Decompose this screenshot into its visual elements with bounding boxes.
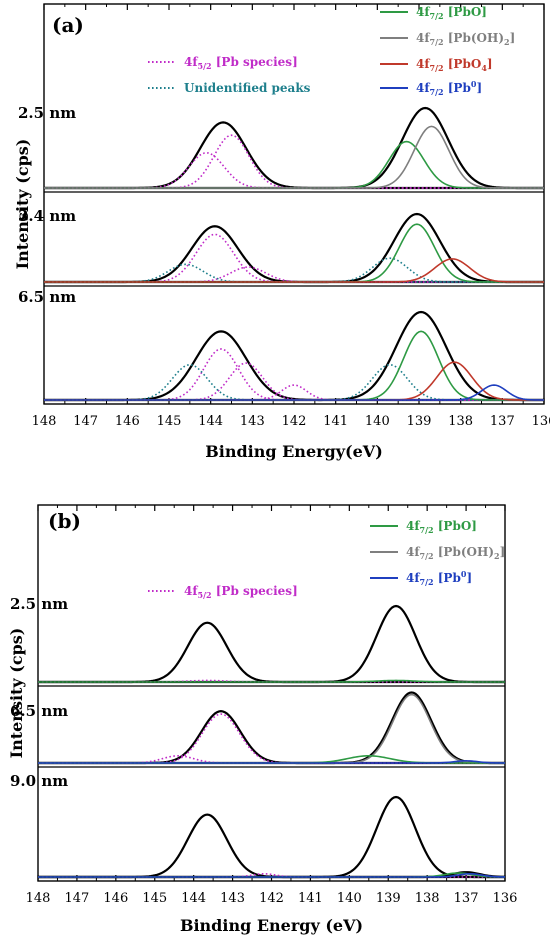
spectrum-label: 6.5 nm [10,702,68,720]
legend-label: 4f7/2 [PbO] [416,5,487,21]
spectrum-label: 2.5 nm [18,104,76,122]
x-tick-label: 145 [157,414,182,429]
peak-envelope [44,330,544,402]
legend-label: 4f7/2 [Pb(OH)2] [416,31,515,47]
x-tick-label: 142 [259,891,284,906]
legend-entry: 4f5/2 [Pb species] [148,55,298,71]
x-tick-label: 137 [454,891,479,906]
spectrum-2.5-nm: 2.5 nm [10,595,505,684]
peak-envelope [44,121,544,190]
peak-unidentified-peaks [44,363,544,401]
legend-entry: 4f7/2 [PbO] [370,519,477,535]
panel-0: 148 147 146 145 144 143 142 141 140 139 138 137 136 B… [13,3,550,461]
legend-label: 4f7/2 [PbO] [406,519,477,535]
legend-entry: 4f7/2 [PbO] [380,5,487,21]
peak-envelope [44,106,544,190]
peak-4f7-2-pbo4 [44,361,544,401]
x-tick-label: 137 [490,414,515,429]
x-tick-label: 136 [493,891,518,906]
x-axis-label: Binding Energy(eV) [205,442,383,461]
peak-envelope [44,212,544,284]
peak-envelope [38,795,505,879]
x-tick-label: 143 [220,891,245,906]
peak-4f5-2-pb-species [38,713,505,764]
peak-4f5-2-pb-species [44,266,544,283]
panel-label: (b) [48,509,81,533]
x-tick-label: 141 [298,891,323,906]
y-axis-label: Intensity (cps) [7,628,26,759]
legend-entry: 4f5/2 [Pb species] [148,584,298,600]
legend-label: 4f5/2 [Pb species] [184,55,298,71]
x-tick-label: 147 [65,891,90,906]
peak-envelope [44,225,544,284]
spectrum-3.4-nm: 3.4 nm [18,207,544,284]
panel-label: (a) [52,13,84,37]
x-tick-label: 147 [73,414,98,429]
legend-entry: 4f7/2 [PbO4] [380,57,493,73]
plot-frame [37,504,506,882]
spectrum-label: 9.0 nm [10,772,68,790]
x-tick-label: 138 [448,414,473,429]
x-tick-label: 146 [103,891,128,906]
spectrum-label: 2.5 nm [10,595,68,613]
spectrum-9.0-nm: 9.0 nm [10,772,506,879]
legend-label: 4f5/2 [Pb species] [184,584,298,600]
spectrum-6.5-nm: 6.5 nm [18,288,544,402]
peak-envelope [44,310,544,402]
legend-label: 4f7/2 [Pb(OH)2] [406,545,505,561]
peak-4f5-2-pb-species [44,362,544,401]
x-axis-label: Binding Energy (eV) [180,916,363,935]
peak-4f7-2-pbo [44,330,544,401]
x-tick-label: 141 [323,414,348,429]
peak-unidentified-peaks [44,363,544,401]
legend-entry: 4f7/2 [Pb0] [370,569,472,587]
legend-entry: Unidentified peaks [148,81,311,95]
x-tick-label: 140 [365,414,390,429]
legend-entry: 4f7/2 [Pb(OH)2] [380,31,515,47]
spectrum-label: 3.4 nm [18,207,76,225]
peak-4f7-2-pb0 [38,872,506,878]
x-tick-label: 148 [32,414,57,429]
x-tick-label: 140 [337,891,362,906]
x-tick-label: 144 [181,891,206,906]
legend-entry: 4f7/2 [Pb0] [380,79,482,97]
peak-4f7-2-pbo [38,679,505,683]
legend-entry: 4f7/2 [Pb(OH)2] [370,545,505,561]
peak-unidentified-peaks [44,257,544,283]
x-tick-label: 139 [376,891,401,906]
peak-envelope [38,710,505,765]
peak-4f5-2-pb-species [44,134,544,189]
spectrum-label: 6.5 nm [18,288,76,306]
peak-4f7-2-pbo [44,223,544,283]
x-tick-label: 143 [240,414,265,429]
peak-4f7-2-pbo4 [44,258,544,283]
panel-1: 148 147 146 145 144 143 142 141 140 139 138 137 136 B… [7,504,518,935]
x-tick-label: 146 [115,414,140,429]
x-tick-label: 142 [282,414,307,429]
legend-label: 4f7/2 [Pb0] [406,569,472,587]
x-tick-label: 145 [142,891,167,906]
peak-envelope [38,691,505,765]
legend-label: 4f7/2 [Pb0] [416,79,482,97]
legend-label: Unidentified peaks [184,81,311,95]
peak-4f7-2-pb0 [44,384,544,401]
x-tick-label: 148 [26,891,51,906]
spectrum-6.5-nm: 6.5 nm [10,691,505,765]
peak-envelope [38,604,505,684]
spectrum-2.5-nm: 2.5 nm [18,104,544,190]
x-tick-label: 144 [198,414,223,429]
peak-4f7-2-pb-oh-2 [44,125,544,189]
x-tick-label: 136 [532,414,550,429]
peak-4f7-2-pb0 [38,760,505,764]
x-tick-label: 139 [407,414,432,429]
legend-label: 4f7/2 [PbO4] [416,57,493,73]
x-tick-label: 138 [415,891,440,906]
y-axis-label: Intensity (cps) [13,139,32,270]
peak-4f5-2-pb-species [44,233,544,283]
